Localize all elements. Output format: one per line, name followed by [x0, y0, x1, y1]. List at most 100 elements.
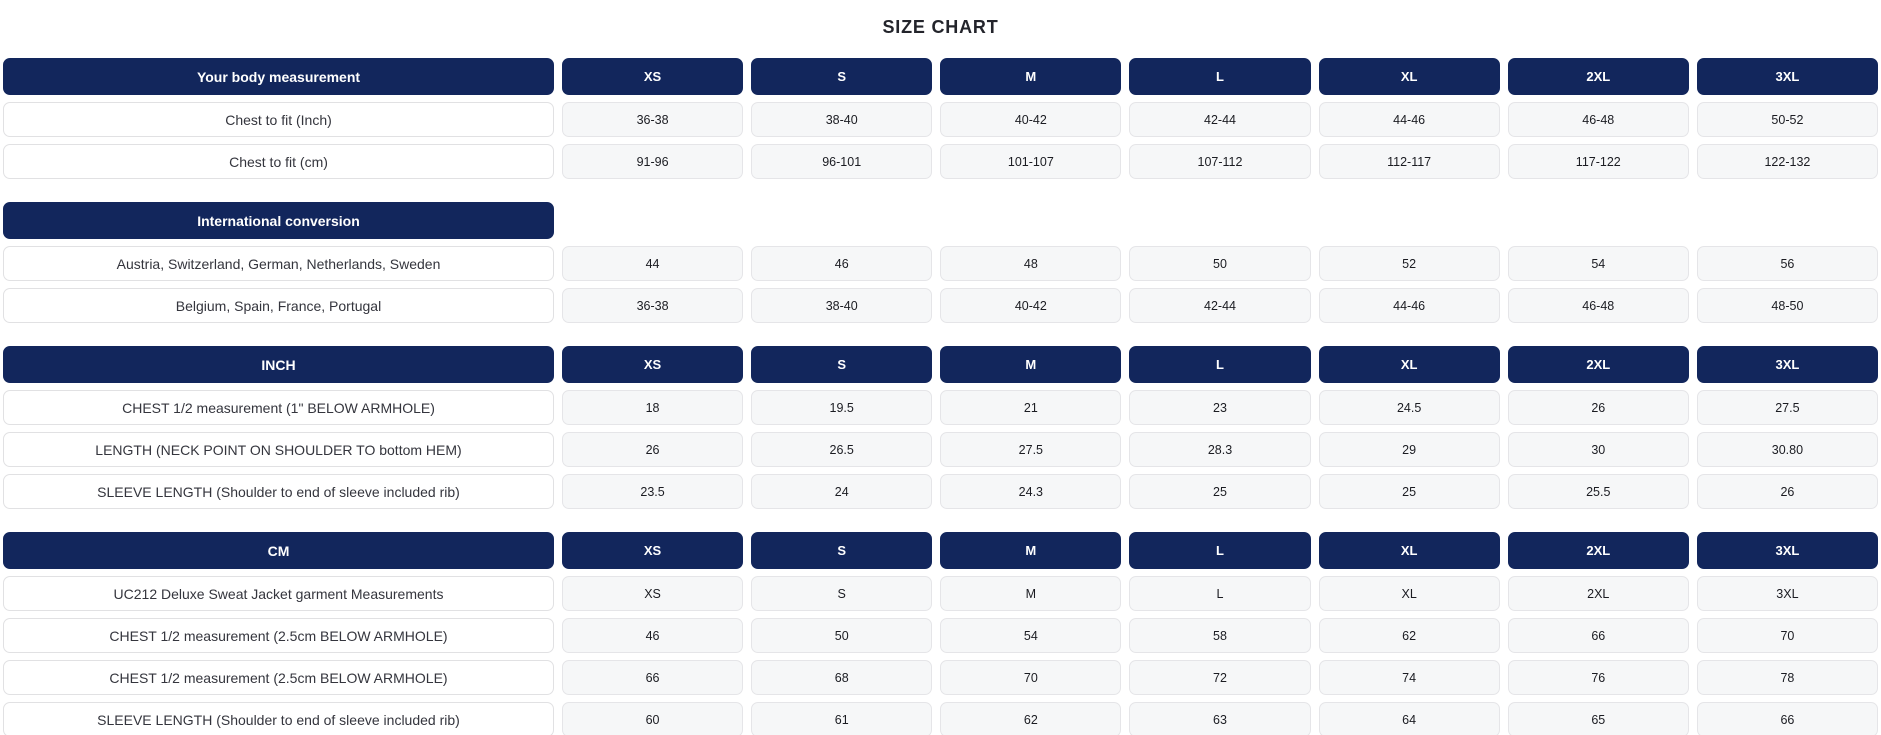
value-cell: 68: [751, 660, 933, 695]
value-cell: 24: [751, 474, 933, 509]
value-cell: 46: [562, 618, 744, 653]
size-column-header-l: L: [1129, 346, 1311, 383]
table-header-row: INCH XS S M L XL 2XL 3XL: [3, 346, 1878, 383]
value-cell: 66: [1507, 618, 1689, 653]
size-table-international-conversion: International conversion Austria, Switzer…: [3, 202, 1878, 323]
table-row: CHEST 1/2 measurement (2.5cm BELOW ARMHO…: [3, 660, 1878, 695]
size-column-header-3xl: 3XL: [1696, 58, 1878, 95]
size-column-header-s: S: [751, 346, 933, 383]
value-cell: 64: [1318, 702, 1500, 735]
table-header-row: CM XS S M L XL 2XL 3XL: [3, 532, 1878, 569]
size-column-header-xs: XS: [562, 346, 744, 383]
row-label: CHEST 1/2 measurement (2.5cm BELOW ARMHO…: [3, 660, 554, 695]
size-column-header-3xl: 3XL: [1696, 346, 1878, 383]
row-label: Austria, Switzerland, German, Netherland…: [3, 246, 554, 281]
table-row: Chest to fit (Inch) 36-38 38-40 40-42 42-44 4…: [3, 102, 1878, 137]
row-label: SLEEVE LENGTH (Shoulder to end of sleeve…: [3, 702, 554, 735]
value-cell: 91-96: [562, 144, 744, 179]
value-cell: 61: [751, 702, 933, 735]
size-chart-tables: Your body measurement XS S M L XL 2XL 3XL Chest …: [3, 58, 1878, 735]
value-cell: 44-46: [1318, 288, 1500, 323]
size-column-header-xs: XS: [562, 58, 744, 95]
value-cell: 38-40: [751, 102, 933, 137]
size-column-header-2xl: 2XL: [1507, 58, 1689, 95]
value-cell: 19.5: [751, 390, 933, 425]
value-cell: S: [751, 576, 933, 611]
value-cell: 24.3: [940, 474, 1122, 509]
value-cell: 48-50: [1696, 288, 1878, 323]
size-table-cm: CM XS S M L XL 2XL 3XL UC212 Deluxe Sweat Jacket…: [3, 532, 1878, 735]
value-cell: 25.5: [1507, 474, 1689, 509]
value-cell: 48: [940, 246, 1122, 281]
value-cell: 27.5: [1696, 390, 1878, 425]
value-cell: 26: [1696, 474, 1878, 509]
value-cell: 96-101: [751, 144, 933, 179]
value-cell: 27.5: [940, 432, 1122, 467]
value-cell: 44-46: [1318, 102, 1500, 137]
size-column-header-xl: XL: [1318, 532, 1500, 569]
row-label: Chest to fit (Inch): [3, 102, 554, 137]
value-cell: 66: [562, 660, 744, 695]
value-cell: 74: [1318, 660, 1500, 695]
row-label: LENGTH (NECK POINT ON SHOULDER TO bottom…: [3, 432, 554, 467]
value-cell: XS: [562, 576, 744, 611]
value-cell: 38-40: [751, 288, 933, 323]
row-label: Chest to fit (cm): [3, 144, 554, 179]
value-cell: 54: [940, 618, 1122, 653]
size-column-header-3xl: 3XL: [1696, 532, 1878, 569]
table-header-row: Your body measurement XS S M L XL 2XL 3XL: [3, 58, 1878, 95]
size-column-header-m: M: [940, 58, 1122, 95]
value-cell: 21: [940, 390, 1122, 425]
value-cell: 25: [1318, 474, 1500, 509]
size-column-header-2xl: 2XL: [1507, 532, 1689, 569]
table-header-label: International conversion: [3, 202, 554, 239]
size-column-header-m: M: [940, 346, 1122, 383]
table-row: Chest to fit (cm) 91-96 96-101 101-107 107-1…: [3, 144, 1878, 179]
value-cell: 56: [1696, 246, 1878, 281]
table-row: Belgium, Spain, France, Portugal 36-38 38-…: [3, 288, 1878, 323]
value-cell: 52: [1318, 246, 1500, 281]
page-title: SIZE CHART: [882, 17, 999, 37]
table-row: SLEEVE LENGTH (Shoulder to end of sleeve…: [3, 702, 1878, 735]
value-cell: 25: [1129, 474, 1311, 509]
value-cell: 30.80: [1696, 432, 1878, 467]
value-cell: 42-44: [1129, 102, 1311, 137]
value-cell: 26: [1507, 390, 1689, 425]
row-label: SLEEVE LENGTH (Shoulder to end of sleeve…: [3, 474, 554, 509]
table-row: CHEST 1/2 measurement (1" BELOW ARMHOLE)…: [3, 390, 1878, 425]
size-column-header-2xl: 2XL: [1507, 346, 1689, 383]
value-cell: 122-132: [1696, 144, 1878, 179]
value-cell: 29: [1318, 432, 1500, 467]
row-label: CHEST 1/2 measurement (2.5cm BELOW ARMHO…: [3, 618, 554, 653]
value-cell: 107-112: [1129, 144, 1311, 179]
value-cell: 60: [562, 702, 744, 735]
size-column-header-xl: XL: [1318, 346, 1500, 383]
value-cell: 50: [1129, 246, 1311, 281]
value-cell: M: [940, 576, 1122, 611]
row-label: CHEST 1/2 measurement (1" BELOW ARMHOLE): [3, 390, 554, 425]
row-label: Belgium, Spain, France, Portugal: [3, 288, 554, 323]
value-cell: 26: [562, 432, 744, 467]
value-cell: 44: [562, 246, 744, 281]
table-row: SLEEVE LENGTH (Shoulder to end of sleeve…: [3, 474, 1878, 509]
value-cell: 40-42: [940, 288, 1122, 323]
value-cell: 24.5: [1318, 390, 1500, 425]
value-cell: 3XL: [1696, 576, 1878, 611]
value-cell: 36-38: [562, 288, 744, 323]
value-cell: 46-48: [1507, 288, 1689, 323]
value-cell: 28.3: [1129, 432, 1311, 467]
value-cell: 66: [1696, 702, 1878, 735]
value-cell: 18: [562, 390, 744, 425]
value-cell: 78: [1696, 660, 1878, 695]
size-table-your-body-measurement: Your body measurement XS S M L XL 2XL 3XL Chest …: [3, 58, 1878, 179]
size-column-header-s: S: [751, 58, 933, 95]
table-row: UC212 Deluxe Sweat Jacket garment Measur…: [3, 576, 1878, 611]
size-column-header-m: M: [940, 532, 1122, 569]
value-cell: 30: [1507, 432, 1689, 467]
value-cell: 62: [940, 702, 1122, 735]
value-cell: 70: [940, 660, 1122, 695]
value-cell: 46: [751, 246, 933, 281]
value-cell: 23.5: [562, 474, 744, 509]
value-cell: 76: [1507, 660, 1689, 695]
